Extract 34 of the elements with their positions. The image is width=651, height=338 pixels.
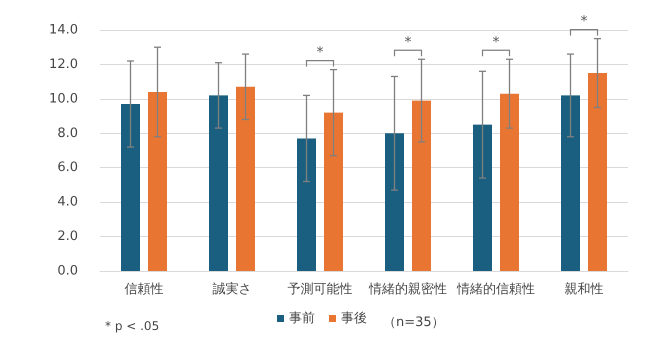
x-tick-label: 信頼性 [124,282,164,297]
y-tick-label: 4.0 [57,194,78,210]
bar [385,133,404,271]
bar [588,73,607,271]
y-tick-label: 6.0 [57,160,78,176]
x-tick-label: 予測可能性 [288,282,352,297]
y-tick-label: 14.0 [49,22,78,38]
y-tick-label: 2.0 [57,229,78,244]
bar [561,95,580,271]
annotation: * [492,34,500,50]
y-tick-label: 8.0 [57,126,78,141]
text: * [580,14,588,30]
x-tick-label: 誠実さ [212,281,252,297]
bar [473,124,492,271]
legend-label: 事前 [289,311,315,326]
bar [236,86,255,271]
bar [324,112,343,271]
annotation: * [404,34,412,50]
bar [209,95,228,271]
bar [297,138,316,271]
text: （n=35） [383,315,445,330]
legend-label: 事後 [341,311,367,326]
x-tick-label: 情緒的信頼性 [456,282,535,297]
y-tick-label: 0.0 [57,264,78,278]
bar [121,104,140,271]
bar [500,94,519,271]
text: * p < .05 [105,319,160,333]
bar [148,92,167,271]
annotation: * [316,44,324,61]
x-tick-label: 親和性 [564,282,604,297]
y-tick-label: 10.0 [49,91,78,106]
y-tick-label: 12.0 [49,56,78,72]
x-tick-label: 情緒的親密性 [368,282,447,297]
bar [412,100,431,271]
